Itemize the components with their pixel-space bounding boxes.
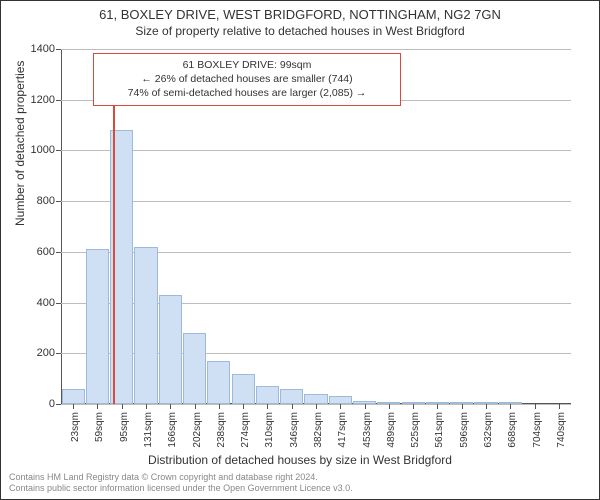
annotation-line-3: 74% of semi-detached houses are larger (…	[102, 86, 392, 100]
x-tick	[73, 404, 74, 409]
x-tick	[97, 404, 98, 409]
y-tick-label: 1200	[15, 94, 55, 106]
x-tick-label: 131sqm	[143, 412, 154, 448]
y-axis	[61, 49, 62, 404]
title-sub: Size of property relative to detached ho…	[1, 24, 599, 38]
histogram-bar	[232, 374, 255, 404]
y-tick	[56, 353, 61, 354]
histogram-bar	[304, 394, 327, 404]
x-tick	[535, 404, 536, 409]
histogram-bar	[159, 295, 182, 404]
grid-line	[61, 49, 571, 50]
x-tick	[122, 404, 123, 409]
footer-line-1: Contains HM Land Registry data © Crown c…	[9, 472, 353, 484]
y-tick	[56, 303, 61, 304]
x-tick	[462, 404, 463, 409]
x-tick-label: 489sqm	[386, 412, 397, 448]
x-tick-label: 202sqm	[192, 412, 203, 448]
x-tick-label: 632sqm	[483, 412, 494, 448]
y-tick-label: 800	[15, 195, 55, 207]
x-tick-label: 453sqm	[362, 412, 373, 448]
x-tick-label: 417sqm	[337, 412, 348, 448]
x-tick-label: 740sqm	[556, 412, 567, 448]
y-tick-label: 200	[15, 347, 55, 359]
x-tick-label: 274sqm	[240, 412, 251, 448]
x-tick-label: 310sqm	[264, 412, 275, 448]
x-tick	[486, 404, 487, 409]
y-tick-label: 1400	[15, 43, 55, 55]
x-tick	[510, 404, 511, 409]
x-tick-label: 166sqm	[167, 412, 178, 448]
y-tick-label: 1000	[15, 144, 55, 156]
x-tick-label: 668sqm	[507, 412, 518, 448]
x-tick-label: 704sqm	[532, 412, 543, 448]
x-tick	[170, 404, 171, 409]
annotation-box: 61 BOXLEY DRIVE: 99sqm ← 26% of detached…	[93, 53, 401, 106]
histogram-bar	[86, 249, 109, 404]
grid-line	[61, 150, 571, 151]
annotation-line-1: 61 BOXLEY DRIVE: 99sqm	[102, 58, 392, 72]
histogram-bar	[183, 333, 206, 404]
property-marker-line	[113, 56, 115, 404]
x-tick	[413, 404, 414, 409]
histogram-bar	[207, 361, 230, 404]
annotation-line-2: ← 26% of detached houses are smaller (74…	[102, 72, 392, 86]
y-tick	[56, 150, 61, 151]
x-axis-label: Distribution of detached houses by size …	[1, 453, 599, 467]
y-tick-label: 400	[15, 297, 55, 309]
grid-line	[61, 201, 571, 202]
x-tick	[243, 404, 244, 409]
x-tick-label: 382sqm	[313, 412, 324, 448]
y-tick	[56, 201, 61, 202]
histogram-bar	[62, 389, 85, 404]
x-tick-label: 561sqm	[434, 412, 445, 448]
x-tick	[195, 404, 196, 409]
x-tick-label: 346sqm	[289, 412, 300, 448]
x-tick	[219, 404, 220, 409]
footer-attribution: Contains HM Land Registry data © Crown c…	[9, 472, 353, 495]
x-tick	[365, 404, 366, 409]
histogram-bar	[134, 247, 157, 404]
histogram-bar	[329, 396, 352, 404]
y-tick	[56, 404, 61, 405]
x-tick	[146, 404, 147, 409]
x-tick	[389, 404, 390, 409]
y-tick	[56, 252, 61, 253]
x-tick-label: 596sqm	[459, 412, 470, 448]
x-tick	[437, 404, 438, 409]
x-tick	[292, 404, 293, 409]
y-tick	[56, 49, 61, 50]
title-main: 61, BOXLEY DRIVE, WEST BRIDGFORD, NOTTIN…	[1, 7, 599, 22]
x-tick	[267, 404, 268, 409]
x-tick	[316, 404, 317, 409]
histogram-bar	[280, 389, 303, 404]
histogram-bar	[256, 386, 279, 404]
footer-line-2: Contains public sector information licen…	[9, 483, 353, 495]
chart-container: 61, BOXLEY DRIVE, WEST BRIDGFORD, NOTTIN…	[0, 0, 600, 500]
x-tick-label: 238sqm	[216, 412, 227, 448]
x-tick	[559, 404, 560, 409]
x-tick-label: 59sqm	[94, 412, 105, 442]
y-tick-label: 600	[15, 246, 55, 258]
x-tick	[340, 404, 341, 409]
x-tick-label: 525sqm	[410, 412, 421, 448]
y-tick	[56, 100, 61, 101]
y-tick-label: 0	[15, 398, 55, 410]
x-tick-label: 95sqm	[119, 412, 130, 442]
x-tick-label: 23sqm	[70, 412, 81, 442]
